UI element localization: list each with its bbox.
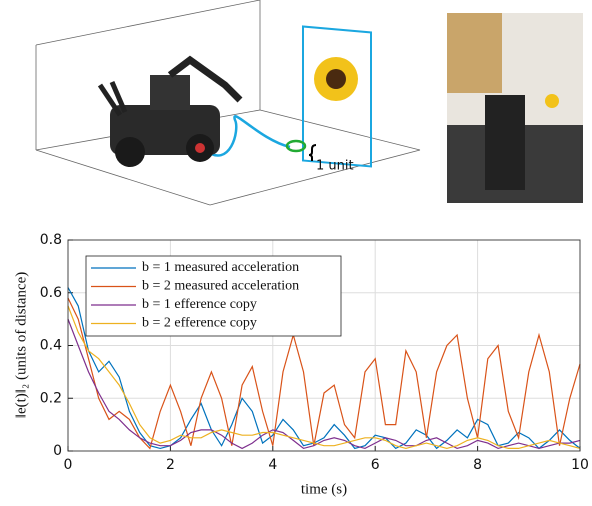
x-tick-label: 2 — [166, 457, 175, 473]
x-tick-label: 10 — [571, 457, 589, 473]
legend-label: b = 1 efference copy — [142, 297, 257, 312]
figure: 1 unit time (s) ‖e(t)‖₂ (units of distan… — [0, 0, 592, 501]
y-axis-label: ‖e(t)‖₂ (units of distance) — [13, 272, 29, 419]
y-tick-label: 0.6 — [40, 285, 62, 301]
illustration — [36, 0, 420, 205]
x-tick-label: 4 — [268, 457, 277, 473]
sunflower — [314, 57, 358, 101]
robot — [100, 60, 240, 167]
legend-label: b = 2 measured acceleration — [142, 279, 299, 294]
x-tick-label: 0 — [64, 457, 73, 473]
y-tick-label: 0.2 — [40, 390, 62, 406]
legend-label: b = 1 measured acceleration — [142, 260, 299, 275]
photo — [447, 13, 583, 203]
x-axis-label: time (s) — [301, 481, 347, 497]
y-tick-label: 0.8 — [40, 232, 62, 248]
x-tick-label: 8 — [473, 457, 482, 473]
legend-label: b = 2 efference copy — [142, 316, 257, 331]
unit-label: 1 unit — [316, 159, 354, 174]
y-tick-label: 0.4 — [40, 338, 62, 354]
x-tick-label: 6 — [371, 457, 380, 473]
y-tick-label: 0 — [53, 443, 62, 459]
